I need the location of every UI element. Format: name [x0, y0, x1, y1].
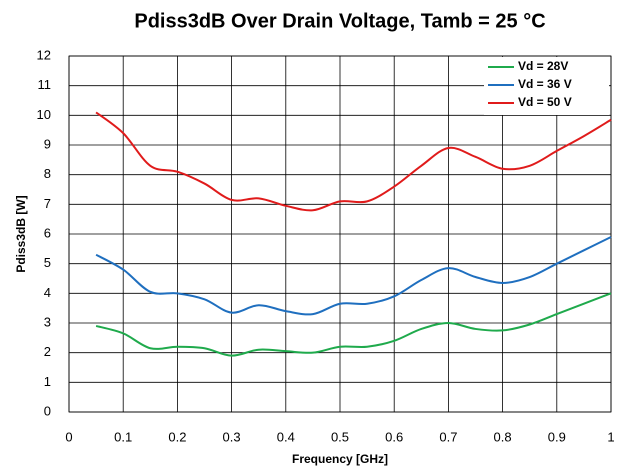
y-tick-label: 6: [44, 225, 51, 240]
x-tick-label: 0.3: [223, 429, 241, 444]
chart-title: Pdiss3dB Over Drain Voltage, Tamb = 25 °…: [134, 10, 545, 32]
y-axis-label: Pdiss3dB [W]: [14, 195, 28, 272]
x-tick-label: 0.4: [277, 429, 295, 444]
x-tick-label: 0.9: [548, 429, 566, 444]
data-line: [95, 292, 612, 357]
x-tick-label: 0.5: [331, 429, 349, 444]
x-tick-label: 1: [607, 429, 614, 444]
legend-label: Vd = 28V: [518, 59, 568, 73]
x-tick-label: 0.2: [168, 429, 186, 444]
y-tick-label: 0: [44, 403, 51, 418]
y-tick-label: 1: [44, 374, 51, 389]
legend-label: Vd = 50 V: [518, 95, 572, 109]
x-tick-label: 0: [65, 429, 72, 444]
y-tick-label: 4: [44, 285, 51, 300]
y-tick-label: 8: [44, 166, 51, 181]
y-tick-label: 2: [44, 344, 51, 359]
x-tick-label: 0.7: [439, 429, 457, 444]
x-tick-label: 0.8: [494, 429, 512, 444]
y-tick-label: 10: [37, 107, 51, 122]
data-line: [95, 111, 612, 212]
x-tick-label: 0.1: [114, 429, 132, 444]
x-axis-label: Frequency [GHz]: [292, 452, 388, 466]
y-tick-label: 12: [37, 47, 51, 62]
x-tick-label: 0.6: [385, 429, 403, 444]
y-tick-label: 11: [38, 77, 52, 92]
y-tick-label: 3: [44, 314, 51, 329]
data-line: [95, 236, 612, 316]
y-tick-label: 7: [44, 196, 51, 211]
y-tick-label: 9: [44, 136, 51, 151]
legend-label: Vd = 36 V: [518, 77, 572, 91]
y-tick-label: 5: [44, 255, 51, 270]
